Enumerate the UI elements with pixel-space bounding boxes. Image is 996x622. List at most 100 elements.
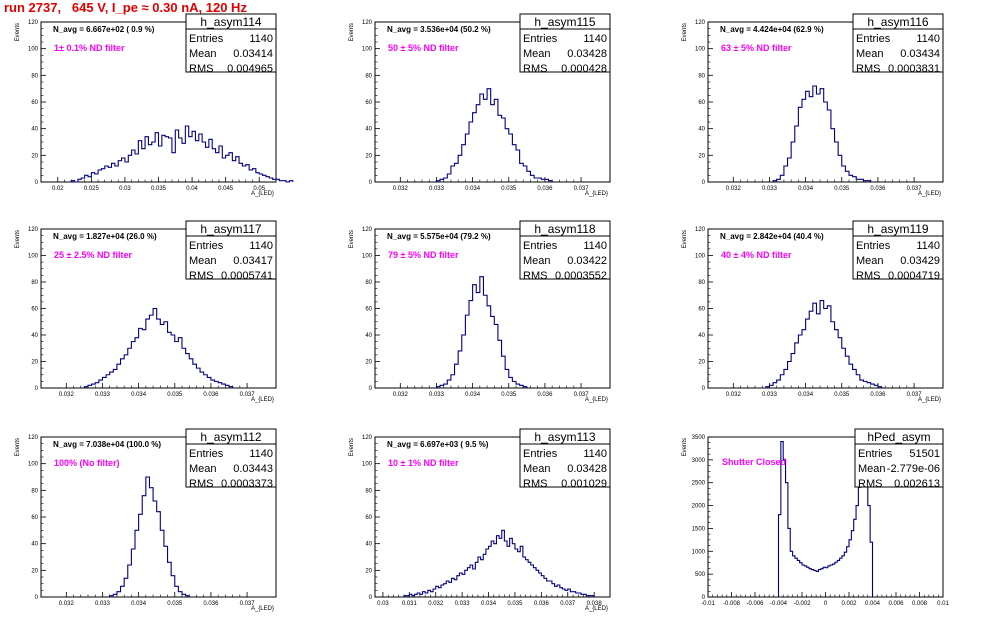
y-tick-label: 60 <box>365 515 372 521</box>
y-tick-label: 40 <box>31 542 38 548</box>
stats-title: h_asym115 <box>534 15 595 29</box>
x-tick-label: 0.033 <box>455 601 471 607</box>
y-tick-label: 60 <box>31 307 38 313</box>
y-tick-label: 0 <box>702 386 706 392</box>
x-tick-label: 0.045 <box>218 186 234 192</box>
navg-label: N_avg = 4.424e+04 (62.9 %) <box>720 25 824 34</box>
y-tick-label: 60 <box>31 515 38 521</box>
stats-entries-label: Entries <box>856 240 891 252</box>
x-tick-label: 0.037 <box>560 601 576 607</box>
x-tick-label: 0.036 <box>537 186 553 192</box>
y-tick-label: 0 <box>35 180 39 186</box>
stats-entries-value: 1140 <box>583 240 607 252</box>
x-tick-label: -0.01 <box>701 601 715 607</box>
stats-entries-value: 51501 <box>909 448 940 460</box>
y-tick-label: 120 <box>28 20 39 26</box>
x-axis-label: A_{LED} <box>585 191 608 197</box>
stats-entries-label: Entries <box>523 33 558 45</box>
y-tick-label: 0 <box>369 595 373 601</box>
y-axis-label: Events <box>349 230 355 248</box>
y-tick-label: 100 <box>28 254 39 260</box>
y-tick-label: 40 <box>698 127 705 133</box>
x-tick-label: -0.004 <box>770 601 788 607</box>
stats-entries-label: Entries <box>856 33 891 45</box>
histogram-pad-h_asym119: 0 20 40 60 80 100 120 0.032 0.033 0.034 0.035 0.036… <box>682 220 944 403</box>
stats-entries-value: 1140 <box>249 240 273 252</box>
filter-note: 50 ± 5% ND filter <box>388 43 459 53</box>
x-tick-label: 0.034 <box>465 186 481 192</box>
y-tick-label: 100 <box>28 47 39 53</box>
x-tick-label: 0.036 <box>203 601 219 607</box>
stats-mean-label: Mean <box>858 463 886 475</box>
x-tick-label: 0.032 <box>393 392 409 398</box>
x-axis-label: A_{LED} <box>918 397 941 403</box>
x-tick-label: 0.032 <box>59 392 75 398</box>
stats-mean-label: Mean <box>523 463 551 475</box>
x-axis-label: A_{LED} <box>585 397 608 403</box>
x-tick-label: 0.032 <box>428 601 444 607</box>
x-tick-label: 0.032 <box>726 392 742 398</box>
stats-mean-label: Mean <box>189 255 217 267</box>
y-tick-label: 20 <box>31 153 38 159</box>
y-tick-label: 1000 <box>692 549 706 555</box>
histogram-pad-h_asym117: 0 20 40 60 80 100 120 0.032 0.033 0.034 0.035 0.036… <box>15 220 277 403</box>
histogram-line <box>772 85 872 182</box>
y-tick-label: 120 <box>362 435 373 441</box>
stats-entries-value: 1140 <box>583 33 607 45</box>
histogram-pad-h_asym116: 0 20 40 60 80 100 120 0.032 0.033 0.034 0.035 0.036… <box>682 13 944 197</box>
histogram-line <box>435 276 528 388</box>
x-tick-label: 0.036 <box>203 392 219 398</box>
x-tick-label: 0.036 <box>870 392 886 398</box>
stats-mean-label: Mean <box>856 48 884 60</box>
x-tick-label: 0.035 <box>501 392 517 398</box>
y-tick-label: 20 <box>365 568 372 574</box>
x-tick-label: 0.035 <box>507 601 523 607</box>
x-axis-label: A_{LED} <box>251 397 274 403</box>
stats-box <box>852 13 944 73</box>
y-tick-label: 60 <box>31 100 38 106</box>
y-tick-label: 120 <box>362 20 373 26</box>
stats-rms-label: RMS <box>189 63 213 75</box>
stats-mean-value: 0.03422 <box>567 255 607 267</box>
y-axis-label: Events <box>15 438 21 456</box>
filter-note: 79 ± 5% ND filter <box>388 250 459 260</box>
y-tick-label: 20 <box>698 360 705 366</box>
y-axis-label: Events <box>349 23 355 41</box>
y-tick-label: 3500 <box>692 435 706 441</box>
x-tick-label: 0.036 <box>534 601 550 607</box>
filter-note: 25 ± 2.5% ND filter <box>54 250 132 260</box>
stats-box <box>519 13 611 73</box>
x-tick-label: 0.037 <box>240 392 256 398</box>
x-tick-label: 0.037 <box>574 392 590 398</box>
navg-label: N_avg = 3.536e+04 (50.2 %) <box>387 25 491 34</box>
y-tick-label: 100 <box>695 47 706 53</box>
navg-label: N_avg = 6.667e+02 ( 0.9 %) <box>53 25 155 34</box>
x-tick-label: 0.036 <box>537 392 553 398</box>
x-tick-label: 0.008 <box>912 601 928 607</box>
stats-entries-label: Entries <box>858 448 893 460</box>
histogram-pad-h_asym115: 0 20 40 60 80 100 120 0.032 0.033 0.034 0.035 0.036… <box>349 13 611 197</box>
x-tick-label: 0.033 <box>762 392 778 398</box>
stats-mean-label: Mean <box>856 255 884 267</box>
stats-box <box>185 13 277 73</box>
y-tick-label: 20 <box>698 153 705 159</box>
x-tick-label: 0.032 <box>59 601 75 607</box>
y-tick-label: 40 <box>365 127 372 133</box>
y-tick-label: 120 <box>28 435 39 441</box>
histogram-pad-h_asym114: 0 20 40 60 80 100 120 0.02 0.025 0.03 0.035 0.04 0.0… <box>15 13 294 197</box>
y-tick-label: 100 <box>362 462 373 468</box>
x-tick-label: -0.008 <box>723 601 741 607</box>
stats-rms-label: RMS <box>856 270 880 282</box>
x-axis-label: A_{LED} <box>585 606 608 612</box>
navg-label: N_avg = 6.697e+03 ( 9.5 %) <box>387 440 489 449</box>
y-tick-label: 2500 <box>692 481 706 487</box>
stats-entries-value: 1140 <box>583 448 607 460</box>
stats-rms-value: 0.0003373 <box>221 478 273 490</box>
x-tick-label: 0.033 <box>95 392 111 398</box>
y-tick-label: 40 <box>31 127 38 133</box>
y-tick-label: 3000 <box>692 458 706 464</box>
x-tick-label: 0.034 <box>465 392 481 398</box>
x-tick-label: 0.034 <box>131 392 147 398</box>
stats-title: h_asym118 <box>534 222 595 236</box>
